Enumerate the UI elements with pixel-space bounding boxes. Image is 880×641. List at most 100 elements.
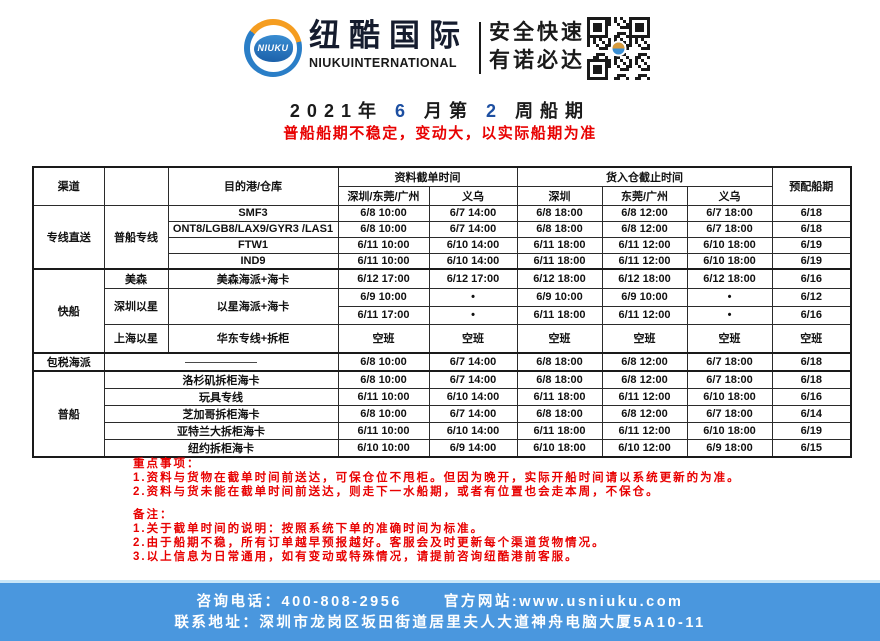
cell: 6/8 12:00 [601, 204, 688, 222]
destination-cell: 纽约拆柜海卡 [103, 439, 339, 458]
address-text: 深圳市龙岗区坂田街道居里夫人大道神舟电脑大厦5A10-11 [259, 615, 706, 631]
cell: 6/11 18:00 [516, 388, 603, 406]
cell: 6/8 10:00 [337, 220, 430, 238]
title-tail: 周船期 [515, 101, 591, 121]
cell: 6/8 10:00 [337, 370, 430, 389]
footer-line-1: 咨询电话：400-808-2956 官方网站:www.usniuku.com [0, 592, 880, 613]
col-header-subchannel [103, 166, 169, 206]
table-row: 上海以星 华东专线+拆柜 空班 空班 空班 空班 空班 空班 [33, 323, 852, 354]
notes-section: 重点事项： 1.资料与货物在截单时间前送达，可保仓位不甩柜。但因为晚开，实际开船… [133, 457, 863, 564]
shipping-schedule-table: 渠道 目的港/仓库 资料截单时间 货入仓截止时间 预配船期 深圳/东莞/广州 义… [32, 166, 853, 458]
cell: 6/7 14:00 [428, 370, 518, 389]
brand-name-en: NIUKUINTERNATIONAL [309, 56, 457, 70]
table-row: 亚特兰大拆柜海卡 6/11 10:00 6/10 14:00 6/11 18:0… [33, 422, 852, 440]
title-month-number: 6 [394, 101, 412, 121]
cell: 6/11 10:00 [337, 252, 430, 270]
title-year: 2021年 [289, 101, 383, 121]
table-row: 普船 洛杉矶拆柜海卡 6/8 10:00 6/7 14:00 6/8 18:00… [32, 370, 852, 458]
cell: 6/11 10:00 [337, 388, 430, 406]
destination-cell: FTW1 [167, 236, 339, 254]
destination-cell-empty [103, 352, 339, 372]
destination-cell: 洛杉矶拆柜海卡 [103, 370, 339, 389]
logo-inner-ring: NIUKU [249, 24, 297, 72]
cell: 6/11 12:00 [601, 422, 688, 440]
cell: 6/10 14:00 [428, 388, 518, 406]
brand-header: NIUKU 纽酷国际 NIUKUINTERNATIONAL 安全快速 有诺必达 [0, 16, 880, 88]
brand-text-block: 纽酷国际 NIUKUINTERNATIONAL [309, 18, 477, 70]
cell: 6/19 [771, 236, 852, 254]
cell: 空班 [337, 323, 430, 354]
cell: 6/7 18:00 [686, 204, 773, 222]
table-row: 深圳以星 以星海派+海卡 6/9 10:00 • 6/9 10:00 6/9 1… [33, 287, 852, 325]
cell: 6/7 18:00 [686, 405, 773, 423]
remark-item: 3.以上信息为日常通用，如有变动或特殊情况，请提前咨询纽酷港前客服。 [133, 551, 579, 563]
important-notes-title: 重点事项： [133, 458, 201, 470]
cell: 空班 [686, 323, 773, 354]
destination-cell: 美森海派+海卡 [167, 268, 339, 289]
cell: 6/15 [771, 439, 852, 458]
cell: 6/10 14:00 [428, 236, 518, 254]
col-header-schedule: 预配船期 [771, 166, 852, 206]
destination-cell: SMF3 [167, 204, 339, 222]
table-row: ONT8/LGB8/LAX9/GYR3 /LAS1 6/8 10:00 6/7 … [33, 220, 852, 238]
cell: 6/10 10:00 [337, 439, 430, 458]
cell: 6/11 18:00 [516, 305, 603, 325]
cell: 6/9 10:00 [601, 287, 688, 307]
website-label: 官方网站: [443, 594, 520, 610]
cell: 6/11 12:00 [601, 252, 688, 270]
cell: 6/10 18:00 [686, 422, 773, 440]
col-header-destination: 目的港/仓库 [167, 166, 339, 206]
cell: • [686, 305, 773, 325]
cell: 6/9 14:00 [428, 439, 518, 458]
cell: 6/16 [771, 305, 852, 325]
col-header-doc-cutoff: 资料截单时间 [337, 166, 518, 187]
cell: 6/10 12:00 [601, 439, 688, 458]
col-header-warehouse-cutoff: 货入仓截止时间 [516, 166, 773, 187]
subchannel-cell-sz-zim: 深圳以星 [103, 287, 169, 325]
table-row: 包税海派 6/8 10:00 6/7 14:00 6/8 18:00 6/8 1… [32, 352, 852, 372]
cell: 空班 [601, 323, 688, 354]
cell: • [428, 287, 518, 307]
cell: 6/8 18:00 [516, 204, 603, 222]
table-row: 6/11 17:00 • 6/11 18:00 6/11 12:00 • 6/1… [33, 305, 852, 325]
phone-number: 400-808-2956 [281, 594, 402, 610]
cell: 6/8 18:00 [516, 220, 603, 238]
cell: 6/18 [771, 352, 852, 372]
cell: 6/11 10:00 [337, 236, 430, 254]
table-header-row-1: 渠道 目的港/仓库 资料截单时间 货入仓截止时间 预配船期 [32, 166, 852, 206]
cell: 6/12 18:00 [601, 268, 688, 289]
cell: 6/16 [771, 268, 852, 289]
destination-cell: 玩具专线 [103, 388, 339, 406]
table-row: 纽约拆柜海卡 6/10 10:00 6/9 14:00 6/10 18:00 6… [33, 439, 852, 458]
note-item: 2.资料与货未能在截单时间前送达，则走下一水船期，或者有位置也会走本周，不保仓。 [133, 486, 660, 498]
footer-contact-bar: 咨询电话：400-808-2956 官方网站:www.usniuku.com 联系… [0, 580, 880, 641]
cell: 6/19 [771, 422, 852, 440]
cell: 6/11 18:00 [516, 422, 603, 440]
note-item: 1.资料与货物在截单时间前送达，可保仓位不甩柜。但因为晚开，实际开船时间请以系统… [133, 472, 741, 484]
subheader-yiwu-2: 义乌 [686, 185, 773, 206]
destination-cell: 华东专线+拆柜 [167, 323, 339, 354]
cell: 6/10 18:00 [686, 388, 773, 406]
cell: 6/12 17:00 [428, 268, 518, 289]
destination-cell: 以星海派+海卡 [167, 287, 339, 325]
cell: 6/16 [771, 388, 852, 406]
cell: 6/11 12:00 [601, 388, 688, 406]
remark-item: 2.由于船期不稳，所有订单越早预报越好。客服会及时更新每个渠道货物情况。 [133, 537, 606, 549]
cell: 6/7 14:00 [428, 405, 518, 423]
page-subtitle-warning: 普船船期不稳定，变动大，以实际船期为准 [283, 125, 597, 142]
cell: 6/12 [771, 287, 852, 307]
cell: 6/8 12:00 [601, 352, 688, 372]
col-header-channel: 渠道 [32, 166, 105, 206]
phone-label: 咨询电话： [196, 594, 282, 610]
channel-cell-regular: 普船 [32, 370, 105, 458]
subheader-shenzhen: 深圳 [516, 185, 603, 206]
slogan-line-1: 安全快速 [489, 21, 585, 44]
cell: 空班 [516, 323, 603, 354]
channel-cell-fast: 快船 [32, 268, 105, 354]
cell: • [428, 305, 518, 325]
cell: 6/19 [771, 252, 852, 270]
table-header-row-2: 深圳/东莞/广州 义乌 深圳 东莞/广州 义乌 [33, 185, 851, 206]
brand-name-cn: 纽酷国际 [309, 18, 469, 53]
cell: 6/11 12:00 [601, 236, 688, 254]
